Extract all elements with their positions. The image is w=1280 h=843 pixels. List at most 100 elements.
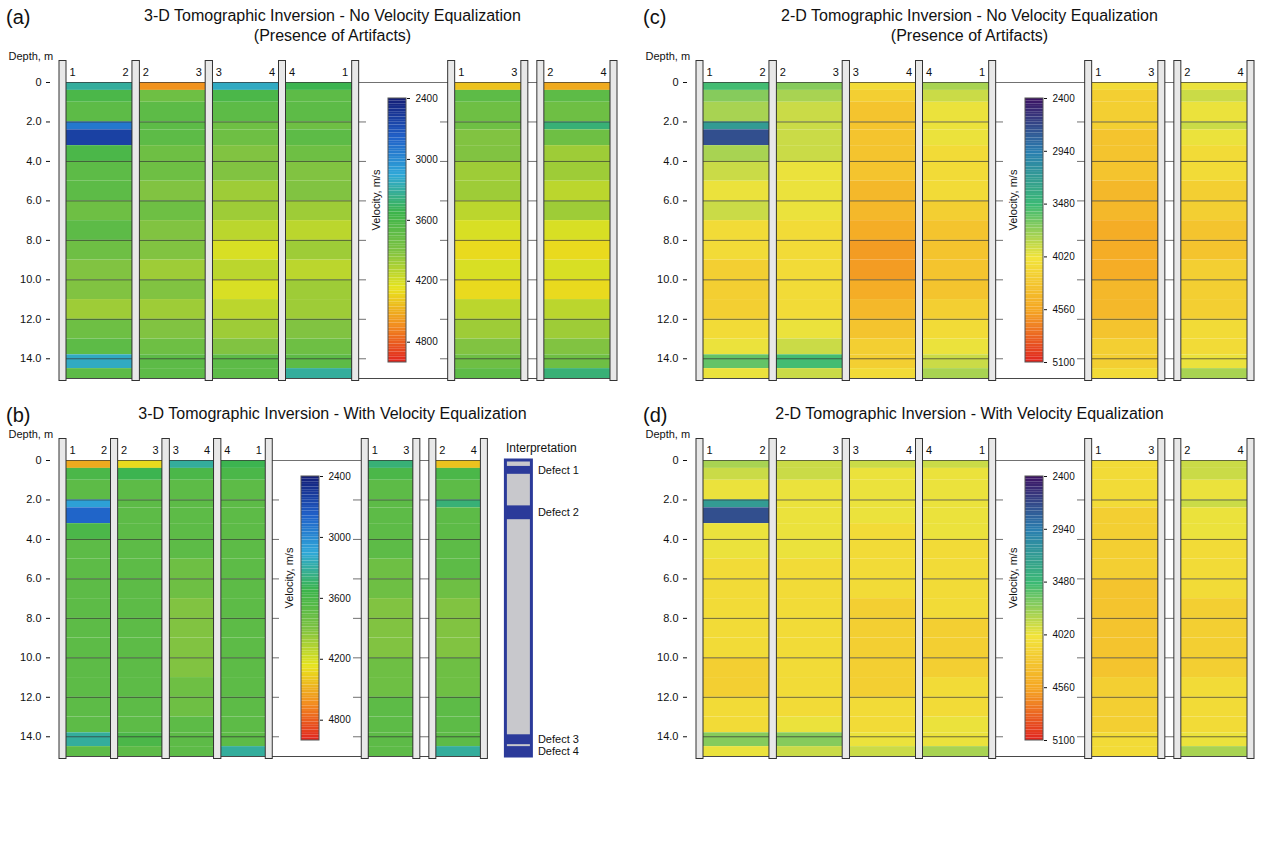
svg-text:4: 4: [269, 66, 275, 78]
svg-text:4560: 4560: [1052, 304, 1075, 315]
svg-text:14.0: 14.0: [657, 352, 678, 364]
svg-text:3: 3: [196, 66, 202, 78]
svg-text:12.0: 12.0: [657, 691, 678, 703]
svg-text:3: 3: [833, 66, 839, 78]
svg-text:8.0: 8.0: [663, 234, 678, 246]
svg-text:3: 3: [1148, 66, 1154, 78]
svg-text:Depth, m: Depth, m: [9, 428, 54, 440]
svg-text:3: 3: [153, 444, 159, 456]
svg-text:4560: 4560: [1052, 682, 1075, 693]
svg-text:0: 0: [672, 76, 678, 88]
svg-text:3: 3: [853, 66, 859, 78]
svg-text:Defect 1: Defect 1: [538, 464, 579, 476]
svg-text:10.0: 10.0: [20, 273, 41, 285]
svg-text:6.0: 6.0: [663, 194, 678, 206]
svg-text:2: 2: [143, 66, 149, 78]
svg-text:2: 2: [780, 444, 786, 456]
svg-text:Defect 4: Defect 4: [538, 745, 579, 757]
svg-text:2940: 2940: [1052, 146, 1075, 157]
svg-text:4: 4: [926, 444, 932, 456]
svg-text:3: 3: [833, 444, 839, 456]
svg-text:3: 3: [403, 444, 409, 456]
svg-text:Depth, m: Depth, m: [9, 50, 54, 62]
svg-text:Depth, m: Depth, m: [646, 428, 691, 440]
svg-text:8.0: 8.0: [26, 612, 41, 624]
svg-text:2: 2: [1184, 444, 1190, 456]
svg-text:2400: 2400: [415, 93, 438, 104]
svg-text:2.0: 2.0: [26, 115, 41, 127]
svg-text:4: 4: [1237, 444, 1243, 456]
svg-text:4: 4: [906, 444, 912, 456]
svg-text:Depth, m: Depth, m: [646, 50, 691, 62]
svg-text:4: 4: [289, 66, 295, 78]
svg-text:3480: 3480: [1052, 198, 1075, 209]
svg-text:4.0: 4.0: [663, 533, 678, 545]
svg-text:4: 4: [1237, 66, 1243, 78]
svg-text:4: 4: [471, 444, 477, 456]
svg-text:5100: 5100: [1052, 735, 1075, 746]
svg-text:2: 2: [780, 66, 786, 78]
svg-text:6.0: 6.0: [663, 572, 678, 584]
svg-text:2: 2: [123, 66, 129, 78]
svg-text:4800: 4800: [329, 714, 352, 725]
svg-text:1: 1: [458, 66, 464, 78]
svg-text:6.0: 6.0: [26, 572, 41, 584]
svg-text:10.0: 10.0: [20, 651, 41, 663]
svg-text:14.0: 14.0: [20, 352, 41, 364]
svg-text:1: 1: [342, 66, 348, 78]
svg-text:4020: 4020: [1052, 251, 1075, 262]
svg-text:0: 0: [672, 454, 678, 466]
svg-text:4: 4: [906, 66, 912, 78]
svg-text:Defect 3: Defect 3: [538, 733, 579, 745]
svg-text:Velocity, m/s: Velocity, m/s: [1007, 547, 1019, 608]
svg-text:4: 4: [224, 444, 230, 456]
svg-text:2.0: 2.0: [663, 115, 678, 127]
svg-text:5100: 5100: [1052, 357, 1075, 368]
svg-text:0: 0: [35, 454, 41, 466]
svg-text:2: 2: [547, 66, 553, 78]
svg-text:3480: 3480: [1052, 576, 1075, 587]
svg-text:2400: 2400: [329, 471, 352, 482]
svg-text:3: 3: [216, 66, 222, 78]
svg-text:1: 1: [707, 444, 713, 456]
svg-text:10.0: 10.0: [657, 651, 678, 663]
svg-text:1: 1: [707, 66, 713, 78]
svg-text:3: 3: [511, 66, 517, 78]
svg-text:4.0: 4.0: [26, 533, 41, 545]
svg-text:2400: 2400: [1052, 471, 1075, 482]
svg-text:14.0: 14.0: [20, 730, 41, 742]
svg-text:2: 2: [121, 444, 127, 456]
svg-text:3000: 3000: [415, 154, 438, 165]
svg-text:1: 1: [1095, 444, 1101, 456]
svg-text:12.0: 12.0: [20, 313, 41, 325]
svg-text:2: 2: [439, 444, 445, 456]
svg-text:8.0: 8.0: [663, 612, 678, 624]
svg-text:2: 2: [760, 66, 766, 78]
svg-text:3: 3: [1148, 444, 1154, 456]
svg-text:8.0: 8.0: [26, 234, 41, 246]
svg-text:Velocity, m/s: Velocity, m/s: [283, 547, 295, 608]
svg-text:4800: 4800: [415, 336, 438, 347]
svg-text:4.0: 4.0: [26, 155, 41, 167]
svg-text:4: 4: [600, 66, 606, 78]
svg-text:4200: 4200: [415, 275, 438, 286]
svg-text:14.0: 14.0: [657, 730, 678, 742]
svg-text:6.0: 6.0: [26, 194, 41, 206]
svg-text:1: 1: [979, 444, 985, 456]
svg-text:12.0: 12.0: [20, 691, 41, 703]
svg-text:3600: 3600: [329, 593, 352, 604]
svg-text:3000: 3000: [329, 532, 352, 543]
svg-text:3600: 3600: [415, 215, 438, 226]
svg-text:12.0: 12.0: [657, 313, 678, 325]
svg-text:4: 4: [926, 66, 932, 78]
svg-text:2.0: 2.0: [663, 493, 678, 505]
svg-text:1: 1: [70, 66, 76, 78]
svg-text:1: 1: [1095, 66, 1101, 78]
svg-text:10.0: 10.0: [657, 273, 678, 285]
svg-text:1: 1: [372, 444, 378, 456]
svg-text:4: 4: [204, 444, 210, 456]
svg-text:1: 1: [256, 444, 262, 456]
svg-text:4020: 4020: [1052, 629, 1075, 640]
svg-text:2: 2: [1184, 66, 1190, 78]
svg-text:Velocity, m/s: Velocity, m/s: [370, 169, 382, 230]
